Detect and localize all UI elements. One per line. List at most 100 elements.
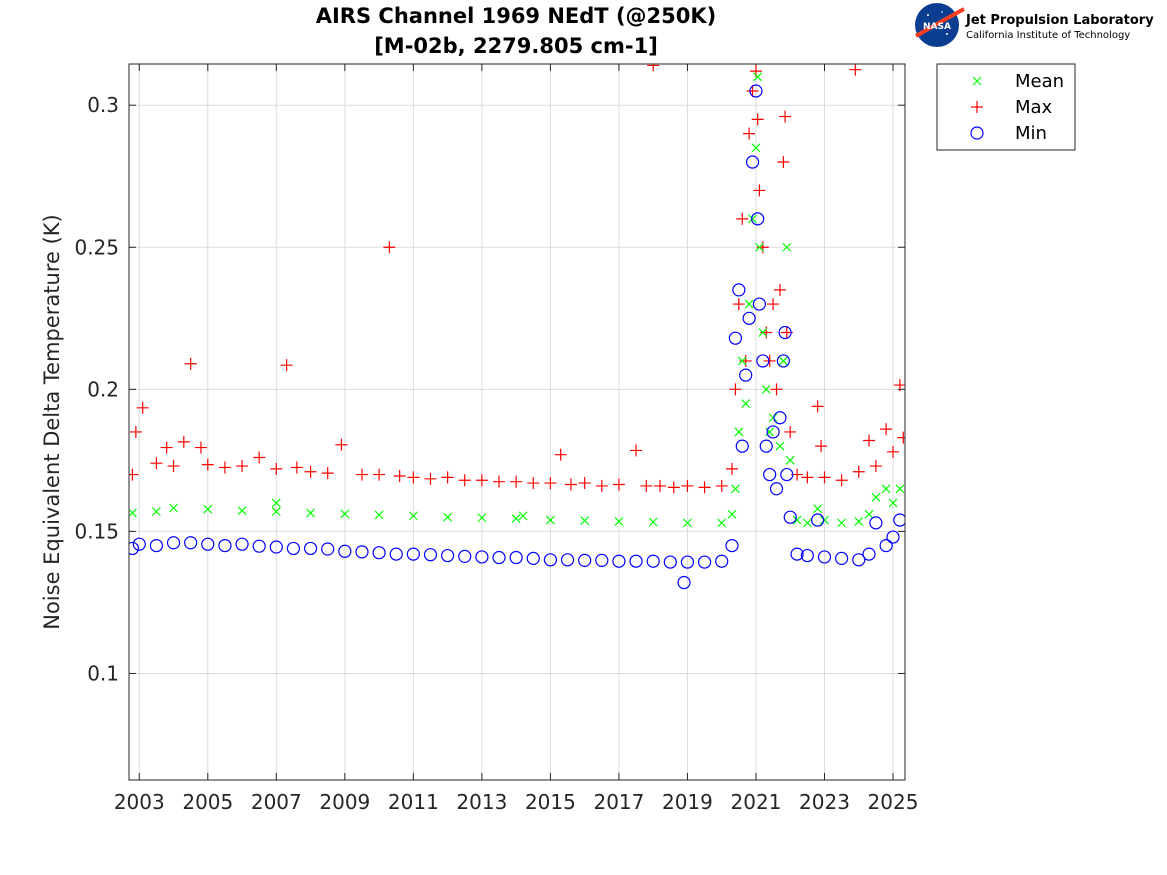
- data-point-max: [852, 465, 865, 478]
- data-point-min: [769, 482, 784, 496]
- x-tick-label: 2007: [251, 790, 302, 814]
- data-point-mean: [271, 507, 281, 516]
- data-point-min: [862, 547, 876, 561]
- data-point-min: [756, 354, 770, 368]
- y-tick-label: 0.1: [87, 661, 119, 685]
- data-point-min: [458, 549, 472, 563]
- data-point-min: [893, 513, 905, 527]
- x-tick-label: 2021: [731, 790, 782, 814]
- data-point-min: [166, 536, 181, 550]
- data-point-max: [290, 461, 303, 474]
- data-point-max: [880, 423, 893, 436]
- data-point-mean: [408, 511, 418, 521]
- data-point-min: [355, 545, 369, 559]
- x-tick-label: 2011: [388, 790, 439, 814]
- data-point-max: [160, 441, 173, 454]
- chart-title-line1: AIRS Channel 1969 NEdT (@250K): [316, 4, 717, 28]
- data-point-max: [383, 241, 396, 254]
- data-point-max: [729, 383, 742, 396]
- data-point-max: [773, 283, 786, 296]
- data-point-min: [578, 553, 592, 567]
- data-point-max: [863, 434, 876, 447]
- data-point-max: [849, 64, 862, 76]
- data-point-max: [732, 298, 745, 311]
- data-point-max: [150, 457, 163, 470]
- data-point-max: [236, 460, 249, 473]
- data-point-max: [253, 451, 266, 464]
- data-point-max: [458, 474, 471, 487]
- data-point-max: [280, 359, 293, 372]
- data-point-min: [725, 538, 739, 553]
- data-point-max: [304, 465, 317, 478]
- legend-label-max: Max: [1015, 97, 1053, 118]
- data-point-max: [544, 477, 557, 490]
- legend-marker-max: [971, 101, 983, 113]
- data-point-mean: [717, 518, 727, 528]
- data-point-mean: [881, 484, 891, 494]
- data-point-mean: [169, 503, 178, 513]
- data-point-max: [815, 440, 828, 453]
- data-point-mean: [854, 517, 864, 526]
- data-point-min: [372, 546, 386, 560]
- data-point-max: [493, 475, 506, 488]
- data-point-min: [735, 439, 749, 453]
- data-point-max: [129, 425, 142, 438]
- data-point-max: [751, 113, 764, 126]
- data-point-max: [335, 438, 348, 451]
- data-points: [129, 64, 905, 590]
- data-point-mean: [837, 518, 847, 528]
- data-point-mean: [785, 455, 795, 465]
- data-point-max: [407, 471, 420, 484]
- data-point-mean: [518, 511, 528, 521]
- data-point-max: [475, 474, 488, 487]
- data-point-min: [742, 311, 756, 325]
- data-point-max: [218, 461, 231, 474]
- data-point-max: [801, 471, 814, 484]
- x-tick-label: 2009: [319, 790, 370, 814]
- data-point-min: [780, 467, 794, 482]
- plot-frame: [128, 63, 906, 781]
- data-point-min: [739, 368, 753, 382]
- data-point-max: [779, 110, 792, 123]
- data-point-max: [321, 467, 334, 480]
- data-point-max: [753, 184, 766, 197]
- data-point-max: [554, 448, 567, 461]
- data-point-mean: [614, 517, 624, 526]
- y-tick-label: 0.25: [74, 235, 119, 259]
- data-point-min: [663, 555, 677, 569]
- data-point-mean: [730, 484, 740, 494]
- data-point-max: [647, 64, 660, 72]
- data-point-mean: [340, 509, 350, 519]
- y-tick-label: 0.3: [87, 93, 119, 117]
- data-point-max: [818, 471, 831, 484]
- x-tick-label: 2005: [182, 790, 233, 814]
- data-point-min: [745, 155, 760, 169]
- data-point-mean: [758, 328, 768, 337]
- data-point-min: [728, 331, 743, 345]
- data-point-mean: [895, 484, 905, 494]
- data-point-min: [800, 548, 814, 563]
- data-point-mean: [741, 399, 751, 408]
- data-point-min: [286, 541, 301, 556]
- data-point-max: [835, 474, 848, 487]
- x-axis-ticks: 2003 2005 2007 2009 2011 2013 2015 2017 2019 2021…: [114, 64, 918, 814]
- data-point-mean: [753, 72, 763, 82]
- data-point-mean: [129, 508, 137, 518]
- data-point-max: [887, 445, 900, 458]
- data-point-min: [759, 439, 773, 453]
- data-point-mean: [871, 492, 881, 502]
- data-point-min: [886, 530, 900, 544]
- data-point-max: [667, 481, 680, 494]
- data-point-mean: [374, 510, 384, 520]
- data-point-max: [698, 481, 711, 494]
- data-point-min: [492, 550, 506, 565]
- data-point-mean: [203, 504, 213, 514]
- x-tick-label: 2023: [799, 790, 850, 814]
- data-point-min: [149, 538, 164, 553]
- data-point-max: [897, 431, 905, 444]
- data-point-max: [784, 425, 797, 438]
- data-point-min: [218, 538, 232, 553]
- data-point-min: [752, 297, 766, 311]
- data-point-min: [389, 547, 403, 561]
- data-point-min: [817, 550, 832, 564]
